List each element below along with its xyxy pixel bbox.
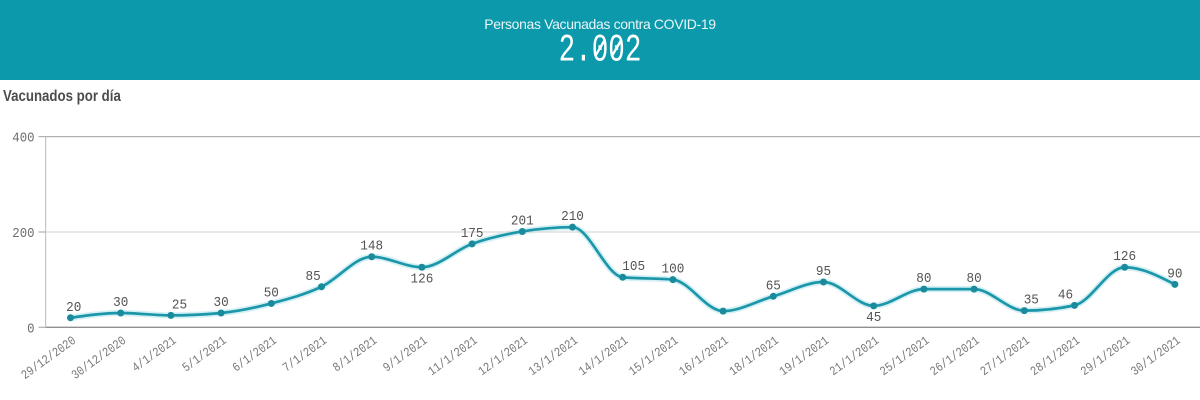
svg-text:210: 210 — [561, 210, 584, 225]
svg-text:15/1/2021: 15/1/2021 — [626, 333, 681, 379]
svg-text:13/1/2021: 13/1/2021 — [526, 333, 581, 379]
svg-text:100: 100 — [662, 263, 685, 278]
svg-text:95: 95 — [816, 265, 831, 280]
svg-text:200: 200 — [12, 227, 34, 242]
svg-text:25: 25 — [172, 298, 187, 313]
svg-text:35: 35 — [1024, 294, 1039, 309]
svg-text:45: 45 — [866, 311, 881, 326]
svg-text:80: 80 — [967, 272, 982, 287]
svg-text:30/12/2020: 30/12/2020 — [69, 333, 129, 383]
svg-text:16/1/2021: 16/1/2021 — [676, 333, 731, 379]
svg-text:26/1/2021: 26/1/2021 — [927, 333, 982, 379]
svg-text:30: 30 — [214, 296, 229, 311]
svg-text:80: 80 — [916, 272, 931, 287]
svg-text:46: 46 — [1058, 288, 1073, 303]
svg-text:4/1/2021: 4/1/2021 — [129, 333, 179, 375]
svg-text:148: 148 — [360, 240, 383, 255]
svg-text:7/1/2021: 7/1/2021 — [280, 333, 330, 375]
svg-text:126: 126 — [1113, 250, 1136, 265]
svg-text:12/1/2021: 12/1/2021 — [475, 333, 530, 379]
svg-text:29/1/2021: 29/1/2021 — [1078, 333, 1133, 379]
svg-text:201: 201 — [511, 215, 534, 230]
svg-text:0: 0 — [27, 322, 34, 337]
svg-text:400: 400 — [12, 132, 34, 147]
svg-text:50: 50 — [264, 287, 279, 302]
svg-text:14/1/2021: 14/1/2021 — [576, 333, 631, 379]
svg-text:9/1/2021: 9/1/2021 — [380, 333, 430, 375]
svg-text:30/1/2021: 30/1/2021 — [1128, 333, 1183, 379]
svg-text:126: 126 — [411, 272, 434, 287]
svg-text:85: 85 — [306, 270, 321, 285]
svg-text:18/1/2021: 18/1/2021 — [726, 333, 781, 379]
svg-text:27/1/2021: 27/1/2021 — [977, 333, 1032, 379]
svg-text:8/1/2021: 8/1/2021 — [330, 333, 380, 375]
svg-text:105: 105 — [622, 260, 645, 275]
svg-text:21/1/2021: 21/1/2021 — [827, 333, 882, 379]
svg-text:6/1/2021: 6/1/2021 — [230, 333, 280, 375]
svg-text:5/1/2021: 5/1/2021 — [179, 333, 229, 375]
svg-text:11/1/2021: 11/1/2021 — [425, 333, 480, 379]
svg-text:25/1/2021: 25/1/2021 — [877, 333, 932, 379]
svg-text:30: 30 — [113, 296, 128, 311]
svg-text:65: 65 — [766, 279, 781, 294]
svg-text:2.002: 2.002 — [559, 29, 642, 73]
svg-text:28/1/2021: 28/1/2021 — [1028, 333, 1083, 379]
svg-text:19/1/2021: 19/1/2021 — [777, 333, 832, 379]
svg-text:90: 90 — [1167, 267, 1182, 282]
svg-text:29/12/2020: 29/12/2020 — [18, 333, 78, 383]
svg-text:20: 20 — [66, 301, 81, 316]
svg-text:175: 175 — [461, 227, 484, 242]
